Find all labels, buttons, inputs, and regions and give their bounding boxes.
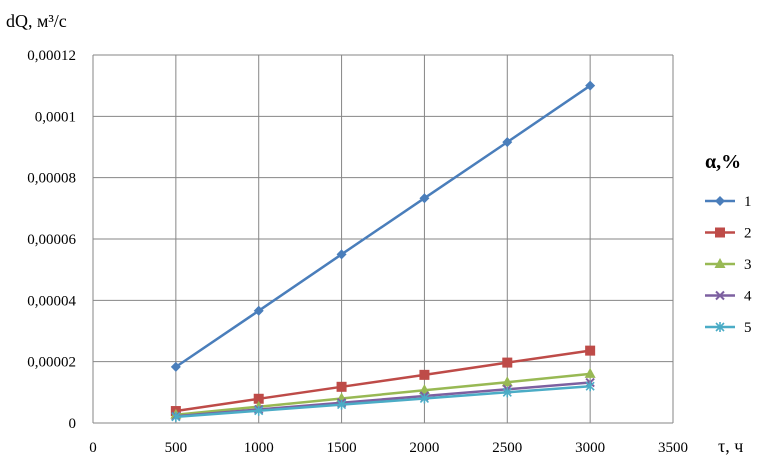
- data-point: [253, 305, 264, 316]
- series-line-2: [175, 349, 591, 413]
- legend-label: 4: [744, 289, 752, 305]
- x-tick-label: 1500: [327, 440, 357, 456]
- legend-label: 1: [744, 194, 752, 210]
- series-1: [170, 80, 596, 372]
- data-point: [585, 80, 596, 91]
- legend-label: 2: [744, 226, 752, 242]
- data-point: [170, 361, 181, 372]
- y-tick-labels: 0 0,00002 0,00004 0,00006 0,00008 0,0001 0,000…: [27, 48, 76, 432]
- series-line-3: [175, 372, 591, 416]
- legend-item-5: 5: [705, 320, 752, 336]
- data-point: [337, 399, 347, 410]
- legend-marker: [714, 258, 726, 268]
- legend: α,% 1 2 3 4 5: [705, 151, 752, 336]
- y-tick-label: 0,00004: [27, 293, 76, 309]
- y-tick-label: 0: [69, 416, 77, 432]
- series-line-5: [175, 384, 591, 419]
- data-point: [419, 193, 430, 204]
- legend-item-2: 2: [705, 226, 752, 242]
- data-point: [418, 384, 430, 395]
- data-point: [502, 387, 512, 398]
- x-tick-label: 1000: [244, 440, 274, 456]
- data-point: [171, 411, 181, 422]
- legend-marker: [715, 322, 725, 332]
- data-point: [584, 367, 596, 378]
- data-point: [501, 376, 513, 387]
- x-tick-label: 2000: [409, 440, 439, 456]
- legend-label: 3: [744, 257, 752, 273]
- series-group: [170, 80, 596, 422]
- legend-title: α,%: [705, 151, 741, 173]
- data-point: [253, 393, 264, 404]
- data-point: [502, 357, 513, 368]
- x-tick-label: 0: [89, 440, 97, 456]
- y-tick-label: 0,0001: [35, 109, 76, 125]
- y-tick-label: 0,00002: [27, 355, 76, 371]
- series-4: [171, 377, 595, 421]
- y-axis-title: dQ, м³/с: [6, 11, 67, 31]
- series-line-1: [175, 84, 591, 368]
- data-point: [585, 345, 596, 356]
- legend-item-3: 3: [705, 257, 752, 273]
- grid-lines: [93, 54, 674, 423]
- x-tick-label: 500: [165, 440, 188, 456]
- series-5: [171, 381, 595, 422]
- data-point: [254, 405, 264, 416]
- data-point: [336, 381, 347, 392]
- data-point: [336, 249, 347, 260]
- y-tick-label: 0,00012: [27, 48, 76, 64]
- legend-item-4: 4: [705, 289, 752, 305]
- x-tick-label: 3000: [575, 440, 605, 456]
- legend-marker: [715, 196, 725, 206]
- legend-marker: [715, 290, 725, 301]
- data-point: [419, 393, 429, 404]
- y-tick-label: 0,00006: [27, 232, 76, 248]
- x-axis-title: τ, ч: [718, 436, 743, 456]
- legend-label: 5: [744, 320, 752, 336]
- x-tick-label: 3500: [658, 440, 688, 456]
- y-tick-label: 0,00008: [27, 171, 76, 187]
- x-tick-label: 2500: [492, 440, 522, 456]
- axes: [92, 55, 673, 424]
- data-point: [585, 381, 595, 392]
- data-point: [419, 369, 430, 380]
- legend-marker: [715, 227, 725, 238]
- x-tick-labels: 0 500 1000 1500 2000 2500 3000 3500: [89, 440, 688, 456]
- legend-item-1: 1: [705, 194, 752, 210]
- data-point: [502, 137, 513, 148]
